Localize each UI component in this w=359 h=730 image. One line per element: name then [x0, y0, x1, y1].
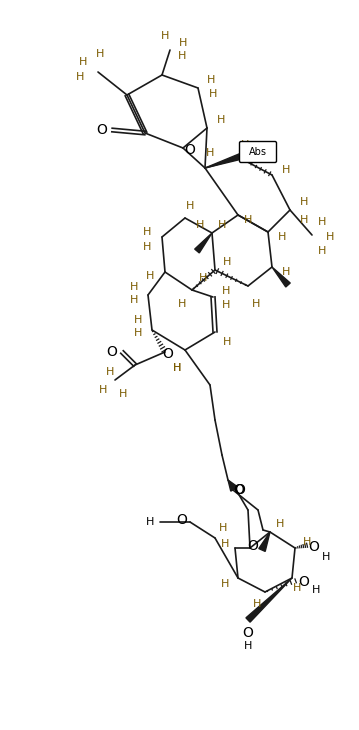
Text: H: H — [293, 583, 301, 593]
Text: H: H — [276, 519, 284, 529]
Text: O: O — [163, 347, 173, 361]
Text: H: H — [206, 148, 214, 158]
Text: H: H — [106, 367, 114, 377]
Text: O: O — [177, 513, 187, 527]
Polygon shape — [259, 532, 270, 551]
Text: H: H — [207, 75, 215, 85]
Text: O: O — [299, 575, 309, 589]
Text: H: H — [178, 299, 186, 309]
Text: H: H — [178, 51, 186, 61]
Text: H: H — [303, 537, 311, 547]
Text: H: H — [312, 585, 320, 595]
Polygon shape — [195, 233, 212, 253]
Text: H: H — [143, 242, 151, 252]
Text: H: H — [130, 295, 138, 305]
Text: H: H — [217, 115, 225, 125]
Text: H: H — [179, 38, 187, 48]
Text: H: H — [146, 517, 154, 527]
Text: H: H — [252, 299, 260, 309]
Text: H: H — [253, 599, 261, 609]
Text: H: H — [300, 215, 308, 225]
Text: O: O — [243, 626, 253, 640]
Text: H: H — [186, 201, 194, 211]
Text: H: H — [241, 140, 249, 150]
Text: H: H — [218, 220, 226, 230]
Text: Abs: Abs — [249, 147, 267, 157]
Text: H: H — [282, 165, 290, 175]
Text: O: O — [97, 123, 107, 137]
FancyBboxPatch shape — [239, 142, 276, 163]
Text: H: H — [173, 363, 181, 373]
Text: H: H — [79, 57, 87, 67]
Text: H: H — [318, 246, 326, 256]
Text: O: O — [309, 540, 320, 554]
Text: H: H — [221, 579, 229, 589]
Text: H: H — [146, 271, 154, 281]
Polygon shape — [246, 578, 292, 622]
Polygon shape — [205, 150, 249, 168]
Text: H: H — [76, 72, 84, 82]
Polygon shape — [228, 480, 237, 490]
Text: H: H — [322, 552, 330, 562]
Text: H: H — [209, 89, 217, 99]
Text: H: H — [318, 217, 326, 227]
Text: H: H — [143, 227, 151, 237]
Text: H: H — [99, 385, 107, 395]
Text: H: H — [300, 197, 308, 207]
Text: H: H — [222, 300, 230, 310]
Text: H: H — [134, 315, 142, 325]
Text: H: H — [223, 257, 231, 267]
Text: H: H — [134, 328, 142, 338]
Text: H: H — [326, 232, 334, 242]
Polygon shape — [272, 267, 290, 287]
Text: H: H — [161, 31, 169, 41]
Text: O: O — [248, 539, 258, 553]
Text: H: H — [244, 215, 252, 225]
Text: H: H — [199, 273, 207, 283]
Text: O: O — [107, 345, 117, 359]
Text: H: H — [119, 389, 127, 399]
Text: O: O — [234, 483, 246, 497]
Polygon shape — [228, 480, 235, 491]
Text: H: H — [219, 523, 227, 533]
Text: H: H — [223, 337, 231, 347]
Text: H: H — [173, 363, 181, 373]
Text: H: H — [221, 539, 229, 549]
Text: H: H — [130, 282, 138, 292]
Text: O: O — [234, 483, 244, 497]
Text: H: H — [96, 49, 104, 59]
Text: H: H — [196, 220, 204, 230]
Text: O: O — [185, 143, 195, 157]
Text: H: H — [278, 232, 286, 242]
Text: H: H — [222, 286, 230, 296]
Text: H: H — [282, 267, 290, 277]
Text: H: H — [244, 641, 252, 651]
